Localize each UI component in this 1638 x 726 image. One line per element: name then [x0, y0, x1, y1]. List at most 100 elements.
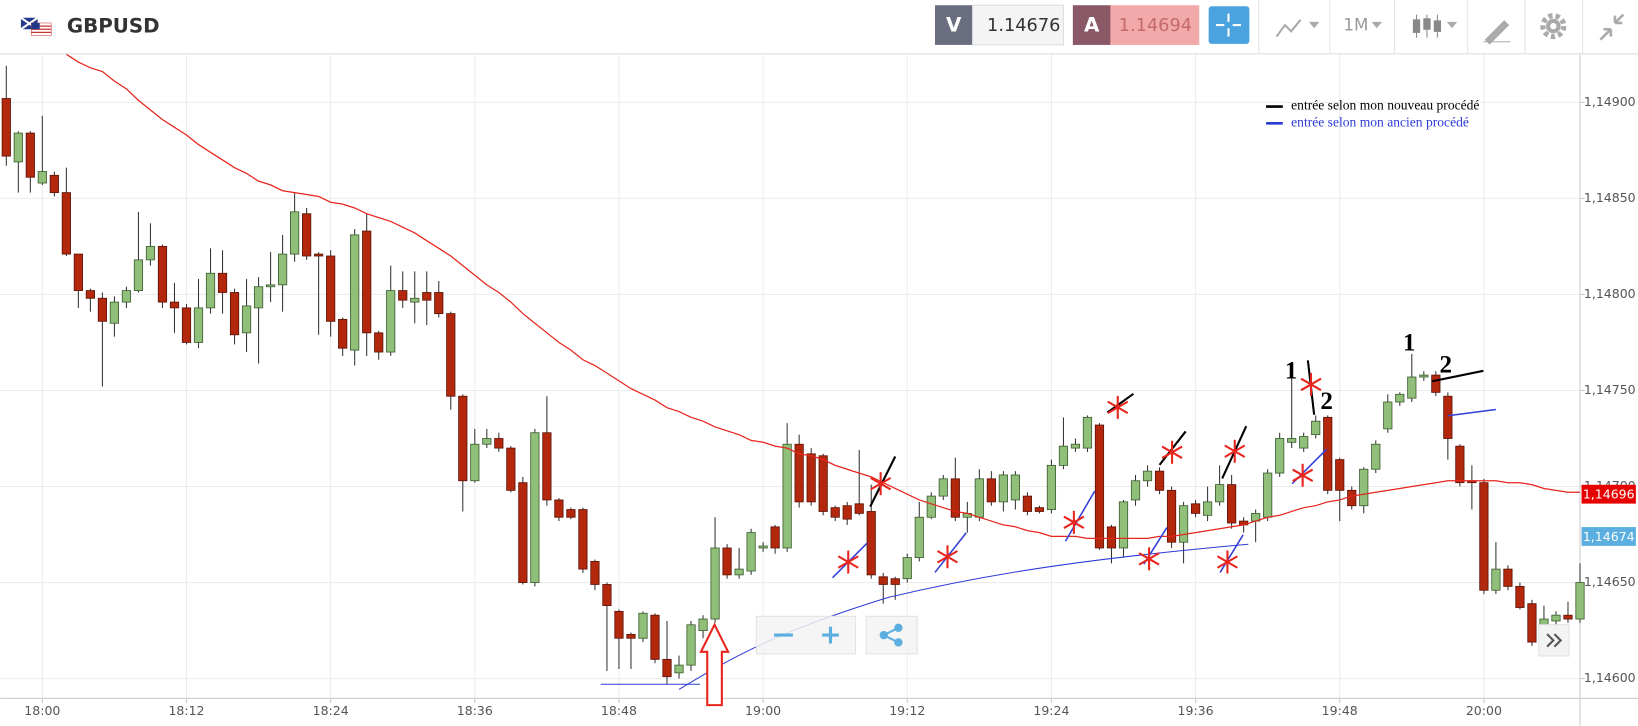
candle-body: [614, 610, 624, 639]
candle-body: [1082, 416, 1093, 449]
bid-price: 1.14676: [987, 16, 1060, 36]
candle-body: [1263, 472, 1273, 518]
candle-body: [806, 453, 816, 503]
annotation: 1: [1285, 358, 1298, 385]
header: GBPUSD V 1.14676 A 1.14694 1M: [0, 0, 1638, 55]
candle-body: [1395, 393, 1405, 403]
crosshair-icon: [1215, 13, 1242, 37]
x-tick-label: 20:00: [1466, 703, 1502, 718]
candle-body: [1299, 436, 1309, 449]
candle-body: [410, 297, 420, 303]
candle-body: [602, 584, 612, 607]
candle-body: [1166, 489, 1177, 543]
cross-stroke: [1300, 377, 1322, 392]
candle-body: [61, 192, 71, 255]
candle-body: [398, 290, 408, 301]
candle-body: [566, 509, 576, 518]
x-tick-label: 18:12: [168, 703, 204, 718]
candle-body: [157, 245, 168, 303]
x-tick-label: 18:24: [313, 703, 349, 718]
draw-icon[interactable]: [1483, 20, 1511, 45]
candle-body: [265, 284, 276, 288]
candle-body: [578, 509, 588, 570]
candle-body: [338, 318, 348, 349]
candle-body: [758, 545, 768, 549]
x-tick-label: 18:00: [24, 703, 60, 718]
ask-label: A: [1084, 14, 1100, 37]
y-tick-label: 1,14600: [1584, 670, 1636, 685]
candle-body: [1527, 603, 1537, 643]
candle-body: [1058, 445, 1069, 466]
candle-body: [890, 578, 900, 585]
candle-body: [217, 272, 228, 293]
ask-button[interactable]: [1072, 5, 1111, 45]
chart-type-icon[interactable]: [1412, 14, 1442, 38]
candle-body: [1323, 416, 1333, 491]
candle-body: [1563, 614, 1573, 620]
candle-body: [1287, 438, 1297, 443]
candle-body: [1178, 505, 1189, 543]
candle-body: [542, 432, 552, 501]
candle-body: [1034, 507, 1045, 512]
settings-icon[interactable]: [1540, 13, 1567, 40]
candle-body: [1551, 614, 1561, 622]
candle-body: [133, 259, 144, 291]
flag-icon: [20, 16, 52, 36]
share-box[interactable]: [865, 615, 918, 655]
candle-body: [374, 332, 384, 353]
timeframe[interactable]: 1M: [1343, 15, 1368, 35]
candle-body: [650, 614, 660, 660]
candle-body: [1154, 470, 1165, 491]
cross-stroke: [1216, 555, 1238, 569]
candle-body: [530, 432, 540, 583]
x-tick-label: 19:12: [889, 703, 925, 718]
candle-body: [205, 272, 216, 309]
candle-body: [145, 245, 156, 261]
candle-body: [554, 499, 564, 518]
candle-body: [434, 292, 444, 315]
x-tick-label: 19:36: [1178, 703, 1214, 718]
candle-body: [1046, 464, 1057, 510]
candle-body: [590, 560, 600, 585]
candle-body: [1539, 618, 1549, 626]
candle-body: [494, 438, 504, 449]
candle-body: [314, 253, 324, 257]
candle-body: [302, 213, 312, 257]
candle-body: [686, 624, 696, 666]
ask-price: 1.14694: [1119, 16, 1192, 36]
candle-body: [73, 253, 83, 291]
candle-body: [386, 290, 396, 353]
candle-body: [169, 301, 180, 309]
drawings: [600, 360, 1497, 707]
bid-box: [972, 4, 1064, 46]
candle-body: [458, 395, 468, 482]
price-marker: [1581, 527, 1636, 546]
candle-body: [1443, 395, 1453, 439]
candle-body: [830, 507, 840, 518]
candle-body: [938, 478, 948, 497]
crosshair-button[interactable]: [1208, 6, 1250, 44]
x-tick-label: 18:36: [457, 703, 493, 718]
candle-body: [1190, 503, 1201, 514]
bid-label: V: [946, 14, 962, 37]
candle-body: [121, 290, 132, 303]
candle-body: [482, 438, 492, 445]
bid-button[interactable]: [934, 5, 973, 45]
y-tick-label: 1,14850: [1584, 190, 1636, 205]
x-tick-label: 19:24: [1033, 703, 1069, 718]
candle-body: [698, 618, 708, 631]
candle-body: [1022, 495, 1032, 512]
candle-body: [13, 132, 23, 163]
cross-stroke: [1224, 444, 1246, 458]
zoom-in[interactable]: [822, 626, 839, 644]
candle-body: [37, 171, 47, 184]
collapse-icon[interactable]: [1599, 13, 1625, 41]
y-tick-label: 1,14650: [1584, 574, 1636, 589]
separators: [1258, 0, 1584, 54]
cross-stroke: [936, 550, 959, 564]
indicator-icon[interactable]: [1275, 19, 1302, 38]
candle-body: [674, 664, 684, 674]
candle-body: [422, 292, 432, 301]
